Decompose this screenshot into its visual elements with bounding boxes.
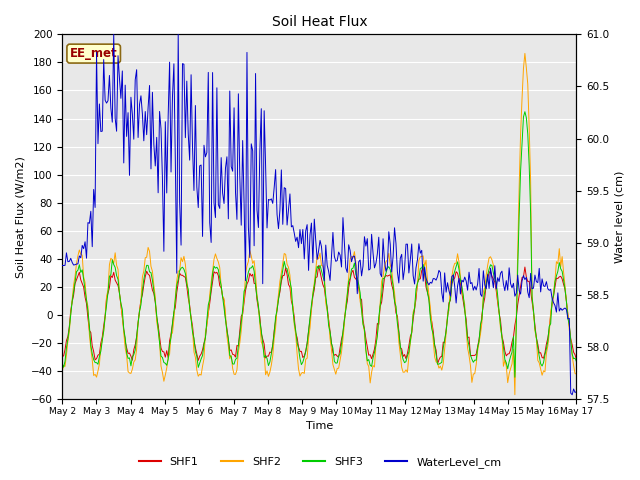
Legend: SHF1, SHF2, SHF3, WaterLevel_cm: SHF1, SHF2, SHF3, WaterLevel_cm <box>134 452 506 472</box>
Title: Soil Heat Flux: Soil Heat Flux <box>271 15 367 29</box>
Y-axis label: Water level (cm): Water level (cm) <box>615 170 625 263</box>
Y-axis label: Soil Heat Flux (W/m2): Soil Heat Flux (W/m2) <box>15 156 25 278</box>
Text: EE_met: EE_met <box>70 47 118 60</box>
X-axis label: Time: Time <box>306 421 333 432</box>
